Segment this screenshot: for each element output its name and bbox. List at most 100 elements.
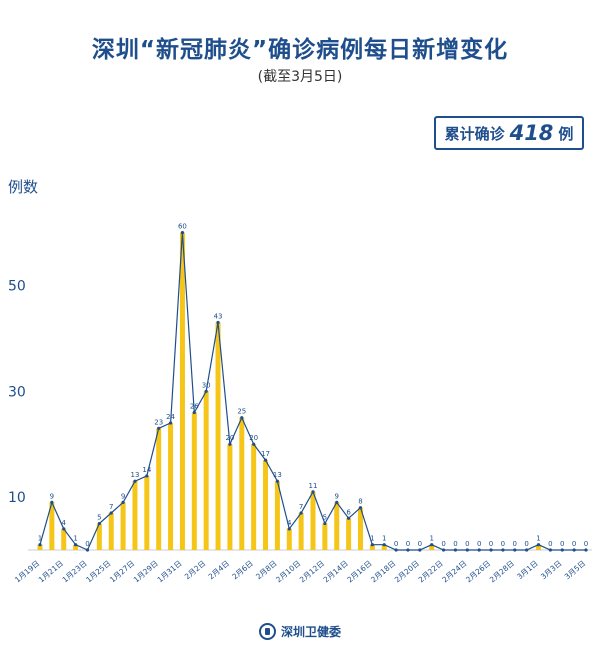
data-label: 0 [584, 540, 588, 548]
data-point [50, 500, 54, 504]
data-label: 0 [394, 540, 398, 548]
data-label: 5 [97, 514, 101, 522]
data-label: 6 [346, 508, 351, 516]
data-point [441, 548, 446, 552]
data-label: 0 [501, 540, 505, 548]
data-point [513, 548, 517, 552]
bar [61, 528, 67, 550]
data-point [347, 516, 351, 520]
data-point [335, 500, 339, 504]
bar [251, 444, 257, 550]
bar [357, 507, 363, 550]
data-point [228, 442, 232, 446]
x-tick-label: 1月19日 [13, 559, 41, 585]
bar [203, 391, 209, 550]
bar [334, 502, 340, 550]
data-point [299, 511, 303, 515]
data-point [418, 548, 422, 552]
data-label: 0 [477, 540, 481, 548]
x-tick-label: 1月25日 [84, 559, 112, 585]
x-tick-label: 2月6日 [230, 559, 255, 582]
data-point [572, 548, 576, 552]
data-point [560, 548, 564, 552]
data-label: 25 [237, 408, 246, 416]
data-point [477, 548, 481, 552]
data-point [370, 543, 374, 547]
x-tick-label: 1月21日 [37, 559, 65, 585]
data-label: 20 [225, 434, 234, 442]
data-label: 30 [202, 381, 211, 389]
data-point [38, 543, 42, 547]
x-tick-label: 1月27日 [108, 559, 136, 585]
x-tick-label: 1月23日 [61, 559, 89, 585]
data-label: 5 [323, 514, 327, 522]
data-point [97, 521, 101, 526]
data-label: 0 [85, 540, 89, 548]
data-point [145, 474, 149, 478]
x-tick-label: 2月10日 [274, 559, 302, 585]
data-label: 43 [214, 313, 223, 321]
y-axis-title: 例数 [8, 178, 39, 196]
bar [536, 544, 542, 550]
data-point [430, 543, 434, 547]
data-label: 14 [142, 466, 151, 474]
bar [168, 423, 174, 550]
bar [191, 412, 197, 550]
bar [96, 523, 102, 550]
daily-cases-chart: 1030501941057913142324602630432025201713… [8, 223, 592, 585]
chart-title: 深圳“新冠肺炎”确诊病例每日新增变化 [91, 37, 509, 63]
bar [429, 544, 435, 550]
x-tick-label: 3月5日 [563, 559, 588, 582]
data-point [382, 543, 386, 547]
data-label: 4 [62, 519, 67, 527]
x-tick-label: 2月24日 [440, 559, 468, 585]
data-point [489, 548, 493, 552]
data-label: 0 [406, 540, 410, 548]
bar [346, 518, 352, 550]
data-point [180, 230, 185, 235]
bar [156, 428, 162, 550]
data-label: 26 [190, 402, 199, 410]
bar [298, 512, 304, 550]
data-point [157, 426, 161, 430]
data-point [525, 548, 529, 552]
footer: 深圳卫健委 [0, 623, 600, 640]
bar [239, 417, 245, 550]
bar [227, 444, 233, 550]
data-label: 13 [130, 471, 139, 479]
data-point [109, 511, 113, 515]
data-label: 0 [513, 540, 517, 548]
x-tick-label: 2月20日 [393, 559, 421, 585]
data-label: 11 [309, 482, 318, 490]
x-tick-label: 1月31日 [155, 559, 183, 585]
bar [215, 322, 221, 550]
data-point [323, 521, 327, 526]
total-suffix: 例 [558, 124, 574, 143]
data-point [394, 548, 398, 552]
data-point [133, 479, 137, 483]
total-prefix: 累计确诊 [444, 124, 505, 143]
data-label: 0 [548, 540, 552, 548]
data-label: 1 [536, 535, 540, 543]
health-commission-logo-icon [258, 623, 276, 640]
data-label: 8 [358, 498, 362, 506]
data-point [192, 410, 196, 415]
data-point [536, 543, 541, 547]
data-label: 7 [109, 503, 113, 511]
total-value: 418 [509, 121, 554, 145]
x-tick-label: 2月2日 [183, 559, 208, 582]
data-label: 24 [166, 413, 175, 421]
data-label: 0 [418, 540, 422, 548]
data-point [548, 548, 552, 552]
x-tick-label: 2月28日 [488, 559, 516, 585]
x-tick-label: 2月14日 [322, 559, 350, 585]
data-label: 0 [572, 540, 576, 548]
data-label: 9 [121, 492, 125, 500]
data-point [263, 458, 268, 462]
data-point [358, 506, 363, 510]
data-label: 1 [370, 535, 374, 543]
data-point [584, 548, 588, 552]
data-point [168, 421, 173, 425]
data-label: 20 [249, 434, 258, 442]
footer-org-name: 深圳卫健委 [280, 625, 341, 639]
